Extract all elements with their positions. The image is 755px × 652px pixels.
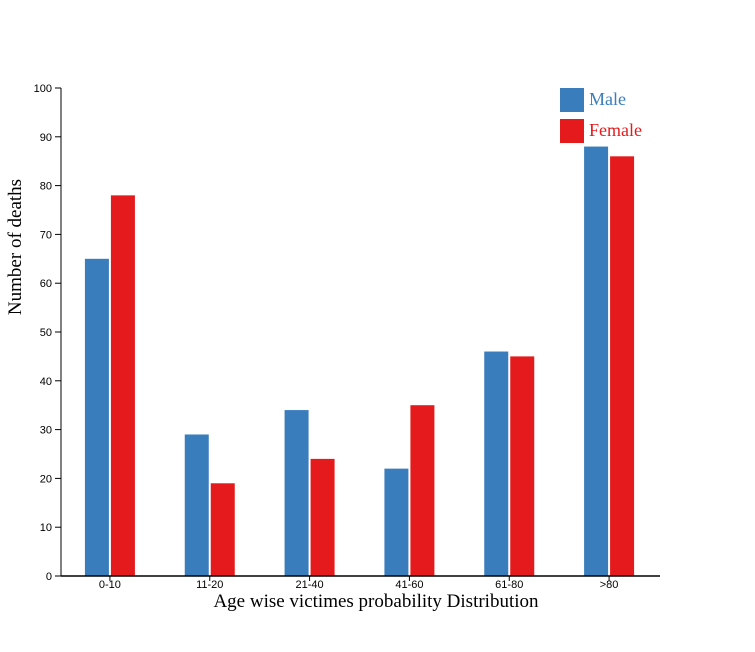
x-tick-label: 41-60	[395, 579, 423, 591]
bar-male-41-60	[384, 468, 409, 576]
bar-female-11-20	[210, 483, 235, 576]
legend-label-female: Female	[589, 120, 642, 140]
bars-layer	[84, 146, 635, 577]
bar-male->80	[584, 146, 609, 576]
y-tick-label: 100	[34, 83, 52, 95]
legend-swatch-female	[560, 119, 584, 143]
x-tick-label: 0-10	[99, 579, 121, 591]
x-tick-label: 21-40	[296, 579, 324, 591]
y-tick-label: 60	[40, 278, 52, 290]
y-axis: 0 10 20 30 40 50 60 70 80 90 100	[34, 83, 62, 583]
bar-male-21-40	[284, 410, 309, 576]
x-tick-label: 61-80	[495, 579, 523, 591]
y-tick-label: 50	[40, 327, 52, 339]
y-tick-label: 0	[46, 571, 52, 583]
y-tick-label: 20	[40, 473, 52, 485]
y-tick-label: 10	[40, 522, 52, 534]
y-tick-label: 80	[40, 181, 52, 193]
x-axis-title: Age wise victimes probability Distributi…	[213, 591, 539, 612]
bar-female->80	[610, 156, 635, 576]
legend: Male Female	[560, 88, 642, 143]
legend-swatch-male	[560, 88, 584, 112]
bar-male-0-10	[84, 258, 109, 576]
x-tick-label: >80	[600, 579, 619, 591]
bar-female-41-60	[410, 405, 435, 576]
bar-female-21-40	[310, 458, 335, 576]
bar-female-61-80	[510, 356, 535, 576]
y-axis-title: Number of deaths	[5, 179, 26, 315]
legend-label-male: Male	[589, 89, 626, 109]
y-tick-label: 30	[40, 425, 52, 437]
y-tick-label: 90	[40, 132, 52, 144]
bar-female-0-10	[110, 195, 135, 577]
x-tick-label: 11-20	[196, 579, 223, 591]
bar-male-11-20	[184, 434, 209, 576]
y-tick-label: 40	[40, 376, 52, 388]
bar-male-61-80	[484, 351, 509, 576]
y-tick-label: 70	[40, 229, 52, 241]
x-axis: 0-10 11-20 21-40 41-60 61-80 >80	[61, 575, 660, 591]
